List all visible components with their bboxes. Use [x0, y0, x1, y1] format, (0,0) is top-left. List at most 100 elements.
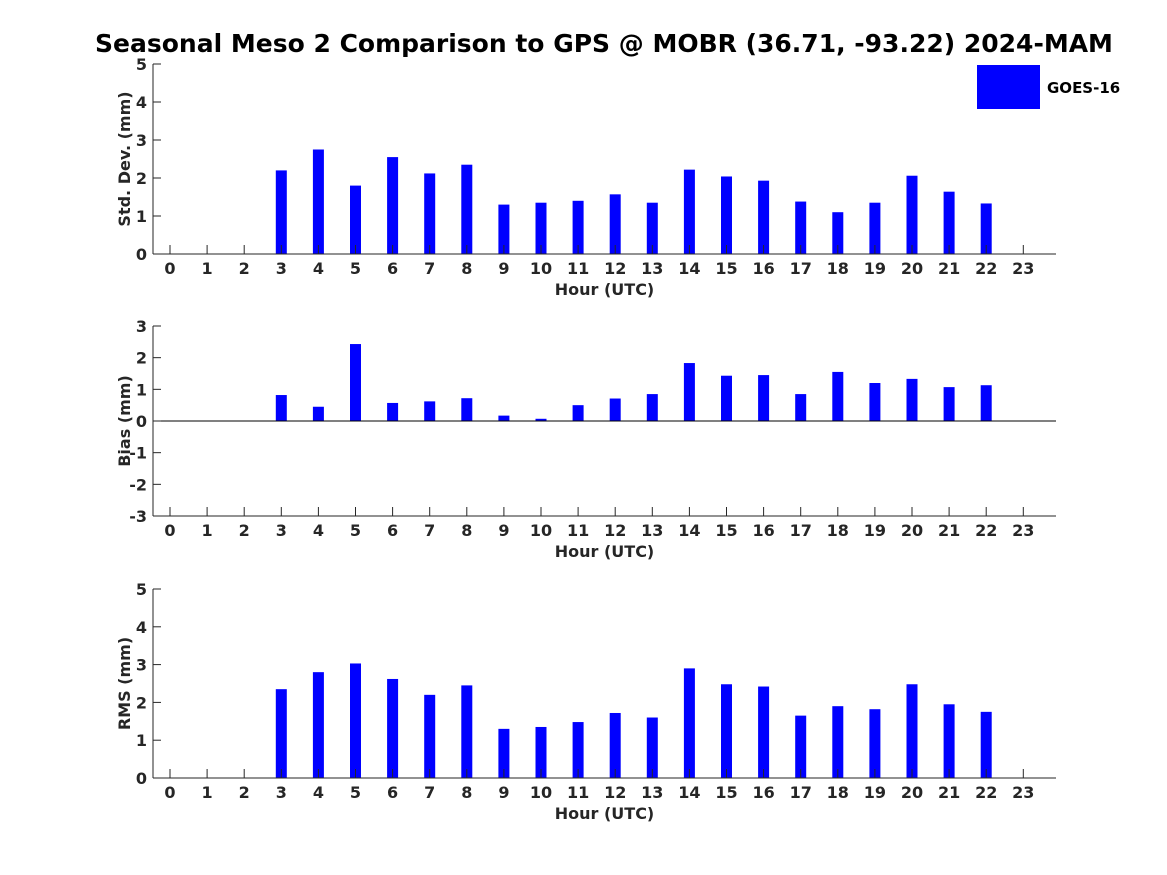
- bar-1-hour-12: [609, 194, 621, 254]
- y-axis-label: RMS (mm): [115, 637, 134, 730]
- x-tick-label: 21: [938, 521, 960, 540]
- x-tick-label: 15: [715, 783, 737, 802]
- x-tick-label: 3: [276, 783, 287, 802]
- x-tick-label: 7: [424, 783, 435, 802]
- bar-2-hour-12: [609, 398, 621, 421]
- x-tick-label: 8: [461, 521, 472, 540]
- bar-3-hour-12: [609, 712, 621, 778]
- bar-1-hour-18: [832, 212, 844, 254]
- bar-3-hour-18: [832, 706, 844, 778]
- y-tick-label: 1: [136, 380, 147, 399]
- x-tick-label: 22: [975, 259, 997, 278]
- bar-3-hour-9: [498, 728, 510, 778]
- bar-2-hour-14: [683, 363, 695, 421]
- x-tick-label: 10: [530, 259, 552, 278]
- x-tick-label: 16: [752, 521, 774, 540]
- x-tick-label: 7: [424, 259, 435, 278]
- bar-3-hour-20: [906, 684, 918, 778]
- x-tick-label: 2: [239, 259, 250, 278]
- x-tick-label: 9: [498, 259, 509, 278]
- y-tick-label: 2: [136, 169, 147, 188]
- x-tick-label: 23: [1012, 783, 1034, 802]
- x-tick-label: 23: [1012, 521, 1034, 540]
- x-tick-label: 7: [424, 521, 435, 540]
- bar-2-hour-11: [572, 405, 584, 421]
- bar-3-hour-16: [758, 686, 770, 778]
- x-tick-label: 3: [276, 259, 287, 278]
- bar-2-hour-9: [498, 415, 510, 421]
- bar-1-hour-17: [795, 201, 807, 254]
- bar-1-hour-5: [350, 185, 361, 254]
- x-tick-label: 11: [567, 521, 589, 540]
- x-tick-label: 17: [790, 259, 812, 278]
- y-tick-label: 1: [136, 731, 147, 750]
- x-tick-label: 17: [790, 783, 812, 802]
- x-tick-label: 0: [164, 259, 175, 278]
- bar-3-hour-17: [795, 715, 807, 778]
- x-tick-label: 23: [1012, 259, 1034, 278]
- y-tick-label: 4: [136, 618, 147, 637]
- legend-swatch: [977, 65, 1040, 109]
- x-tick-label: 5: [350, 783, 361, 802]
- x-tick-label: 3: [276, 521, 287, 540]
- x-tick-label: 13: [641, 521, 663, 540]
- x-tick-label: 19: [864, 259, 886, 278]
- x-tick-label: 12: [604, 783, 626, 802]
- x-axis-label: Hour (UTC): [555, 542, 655, 561]
- x-axis-label: Hour (UTC): [555, 804, 655, 823]
- x-tick-label: 8: [461, 783, 472, 802]
- bar-3-hour-7: [424, 694, 436, 778]
- x-tick-label: 6: [387, 521, 398, 540]
- x-tick-label: 10: [530, 521, 552, 540]
- y-axis-label: Bias (mm): [115, 375, 134, 467]
- bar-2-hour-21: [943, 387, 955, 421]
- bar-3-hour-10: [535, 726, 547, 778]
- x-tick-label: 19: [864, 783, 886, 802]
- y-tick-label: -1: [129, 444, 147, 463]
- x-tick-label: 0: [164, 783, 175, 802]
- bar-2-hour-4: [312, 406, 324, 421]
- x-tick-label: 18: [827, 259, 849, 278]
- bar-2-hour-10: [535, 418, 547, 421]
- bar-1-hour-14: [683, 169, 695, 254]
- bar-2-hour-6: [387, 402, 399, 421]
- x-tick-label: 1: [202, 521, 213, 540]
- bar-1-hour-16: [758, 180, 770, 254]
- bar-3-hour-19: [869, 709, 881, 778]
- x-tick-label: 12: [604, 259, 626, 278]
- y-tick-label: -3: [129, 507, 147, 526]
- bar-1-hour-22: [980, 203, 992, 254]
- bar-2-hour-13: [646, 394, 658, 421]
- x-tick-label: 16: [752, 259, 774, 278]
- bar-1-hour-10: [535, 202, 547, 254]
- bar-2-hour-8: [461, 398, 473, 421]
- x-tick-label: 22: [975, 783, 997, 802]
- bar-2-hour-22: [980, 385, 992, 421]
- y-tick-label: 3: [136, 317, 147, 336]
- y-tick-label: 5: [136, 55, 147, 74]
- x-tick-label: 18: [827, 783, 849, 802]
- x-tick-label: 6: [387, 783, 398, 802]
- x-tick-label: 14: [678, 783, 700, 802]
- bar-1-hour-8: [461, 164, 473, 254]
- x-tick-label: 2: [239, 783, 250, 802]
- bar-1-hour-13: [646, 202, 658, 254]
- bar-2-hour-20: [906, 378, 918, 421]
- y-tick-label: 2: [136, 693, 147, 712]
- y-tick-label: 4: [136, 93, 147, 112]
- x-tick-label: 4: [313, 521, 324, 540]
- bar-1-hour-21: [943, 191, 955, 254]
- y-tick-label: 3: [136, 131, 147, 150]
- x-tick-label: 4: [313, 259, 324, 278]
- x-tick-label: 5: [350, 521, 361, 540]
- y-tick-label: 0: [136, 769, 147, 788]
- bar-1-hour-19: [869, 202, 881, 254]
- bar-3-hour-22: [980, 711, 992, 778]
- x-tick-label: 9: [498, 783, 509, 802]
- x-tick-label: 19: [864, 521, 886, 540]
